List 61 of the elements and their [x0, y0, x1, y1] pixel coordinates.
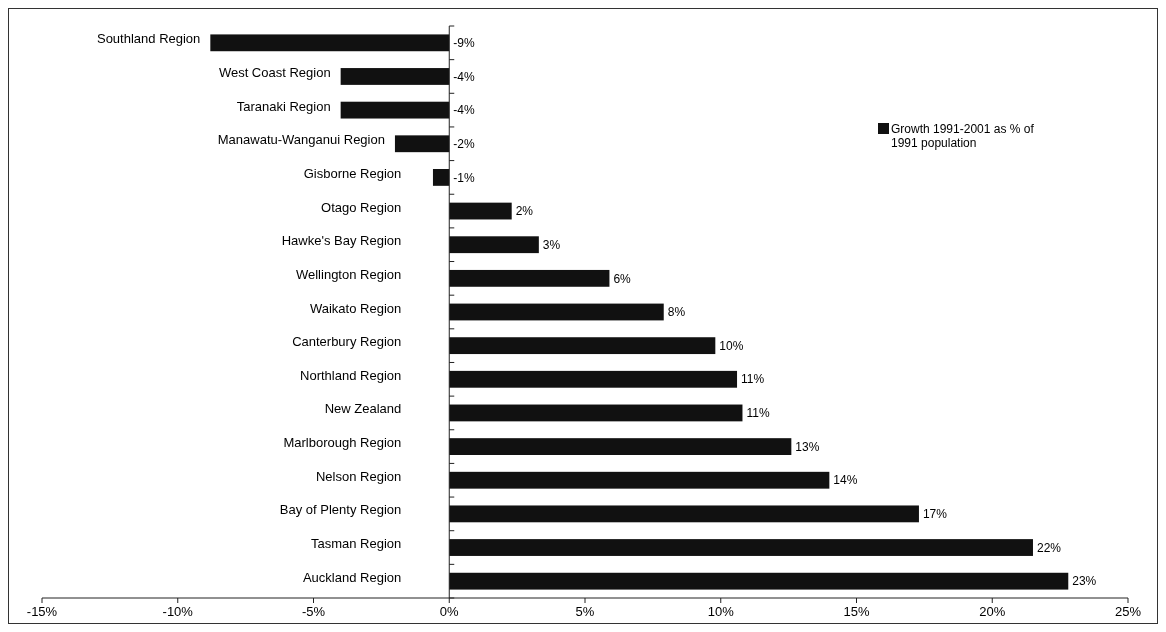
bar — [432, 169, 450, 186]
x-tick-label: 0% — [439, 604, 460, 619]
data-label: 2% — [515, 204, 534, 219]
bar — [340, 68, 450, 85]
data-label: 17% — [922, 507, 948, 522]
y-tick-label: Manawatu-Wanganui Region — [217, 132, 385, 148]
data-label: 13% — [795, 439, 820, 454]
y-tick-label: Southland Region — [96, 31, 201, 47]
y-tick-label: Auckland Region — [302, 569, 402, 585]
y-tick-label: Gisborne Region — [303, 165, 402, 181]
y-tick-label: Tasman Region — [310, 536, 402, 552]
data-label: 3% — [542, 237, 561, 252]
bar — [210, 34, 450, 52]
data-label: 8% — [667, 305, 686, 320]
x-tick-label: -10% — [162, 604, 194, 619]
data-label: 14% — [833, 473, 858, 488]
legend-label: Growth 1991-2001 as % of 1991 population — [891, 122, 1035, 151]
data-label: -4% — [453, 69, 475, 84]
y-tick-label: Taranaki Region — [236, 98, 331, 114]
y-tick-label: Waikato Region — [309, 300, 402, 316]
data-label: 11% — [741, 372, 765, 387]
data-label: -2% — [453, 136, 475, 151]
data-label: 23% — [1072, 574, 1097, 589]
bar — [449, 370, 738, 388]
data-label: 6% — [613, 271, 632, 286]
y-tick-label: Northland Region — [300, 367, 402, 383]
x-tick-label: 25% — [1114, 604, 1142, 619]
y-tick-label: Wellington Region — [295, 266, 402, 282]
y-tick-label: Otago Region — [321, 199, 402, 215]
bar — [449, 539, 1033, 556]
x-tick-label: 10% — [707, 604, 735, 619]
x-tick-label: -5% — [301, 604, 326, 619]
bar — [449, 471, 830, 489]
data-label: -4% — [453, 103, 475, 118]
x-tick-label: 20% — [979, 604, 1006, 619]
bar — [449, 438, 792, 455]
bar — [449, 269, 610, 287]
y-tick-label: Bay of Plenty Region — [279, 502, 402, 518]
x-tick-label: -15% — [26, 604, 58, 619]
bar — [449, 303, 664, 321]
bar — [449, 404, 743, 422]
bar — [449, 505, 919, 523]
bar — [449, 202, 512, 220]
y-tick-label: Hawke's Bay Region — [281, 233, 402, 249]
data-label: 10% — [719, 338, 744, 353]
y-tick-label: Marlborough Region — [283, 435, 402, 451]
data-label: 11% — [746, 406, 770, 421]
bar — [449, 337, 716, 355]
y-tick-label: New Zealand — [324, 401, 402, 417]
bar — [394, 135, 450, 153]
y-tick-label: Nelson Region — [315, 468, 402, 484]
y-tick-label: West Coast Region — [218, 65, 331, 81]
y-tick-label: Canterbury Region — [292, 334, 402, 350]
bar — [449, 572, 1069, 590]
data-label: -9% — [453, 36, 475, 51]
data-label: 22% — [1036, 540, 1062, 555]
data-label: -1% — [453, 170, 475, 185]
x-tick-label: 15% — [843, 604, 870, 619]
bar — [340, 101, 450, 119]
bar — [449, 236, 539, 254]
x-tick-label: 5% — [575, 604, 595, 619]
